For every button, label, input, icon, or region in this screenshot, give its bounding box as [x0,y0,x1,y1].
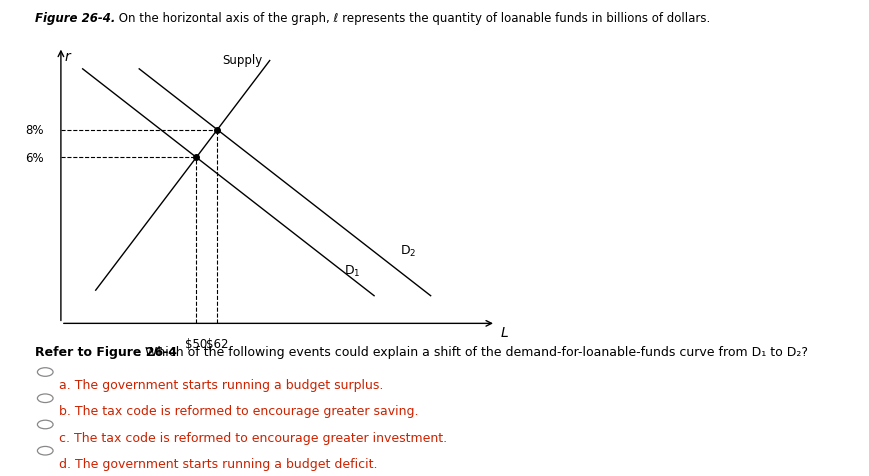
Text: Refer to Figure 26-4: Refer to Figure 26-4 [35,345,176,358]
Text: Supply: Supply [222,54,262,67]
Text: $50: $50 [185,337,207,350]
Text: d. The government starts running a budget deficit.: d. The government starts running a budge… [59,457,377,470]
Text: D$_2$: D$_2$ [400,244,416,258]
Text: 8%: 8% [25,124,43,137]
Text: 6%: 6% [25,151,43,165]
Text: D$_1$: D$_1$ [343,263,360,278]
Text: c. The tax code is reformed to encourage greater investment.: c. The tax code is reformed to encourage… [59,431,447,444]
Text: a. The government starts running a budget surplus.: a. The government starts running a budge… [59,378,383,391]
Text: $62: $62 [206,337,229,350]
Text: . Which of the following events could explain a shift of the demand-for-loanable: . Which of the following events could ex… [137,345,807,358]
Text: Figure 26-4.: Figure 26-4. [35,12,115,25]
Text: r: r [64,50,70,64]
Text: On the horizontal axis of the graph, ℓ represents the quantity of loanable funds: On the horizontal axis of the graph, ℓ r… [115,12,709,25]
Text: b. The tax code is reformed to encourage greater saving.: b. The tax code is reformed to encourage… [59,405,418,417]
Text: L: L [500,325,507,339]
